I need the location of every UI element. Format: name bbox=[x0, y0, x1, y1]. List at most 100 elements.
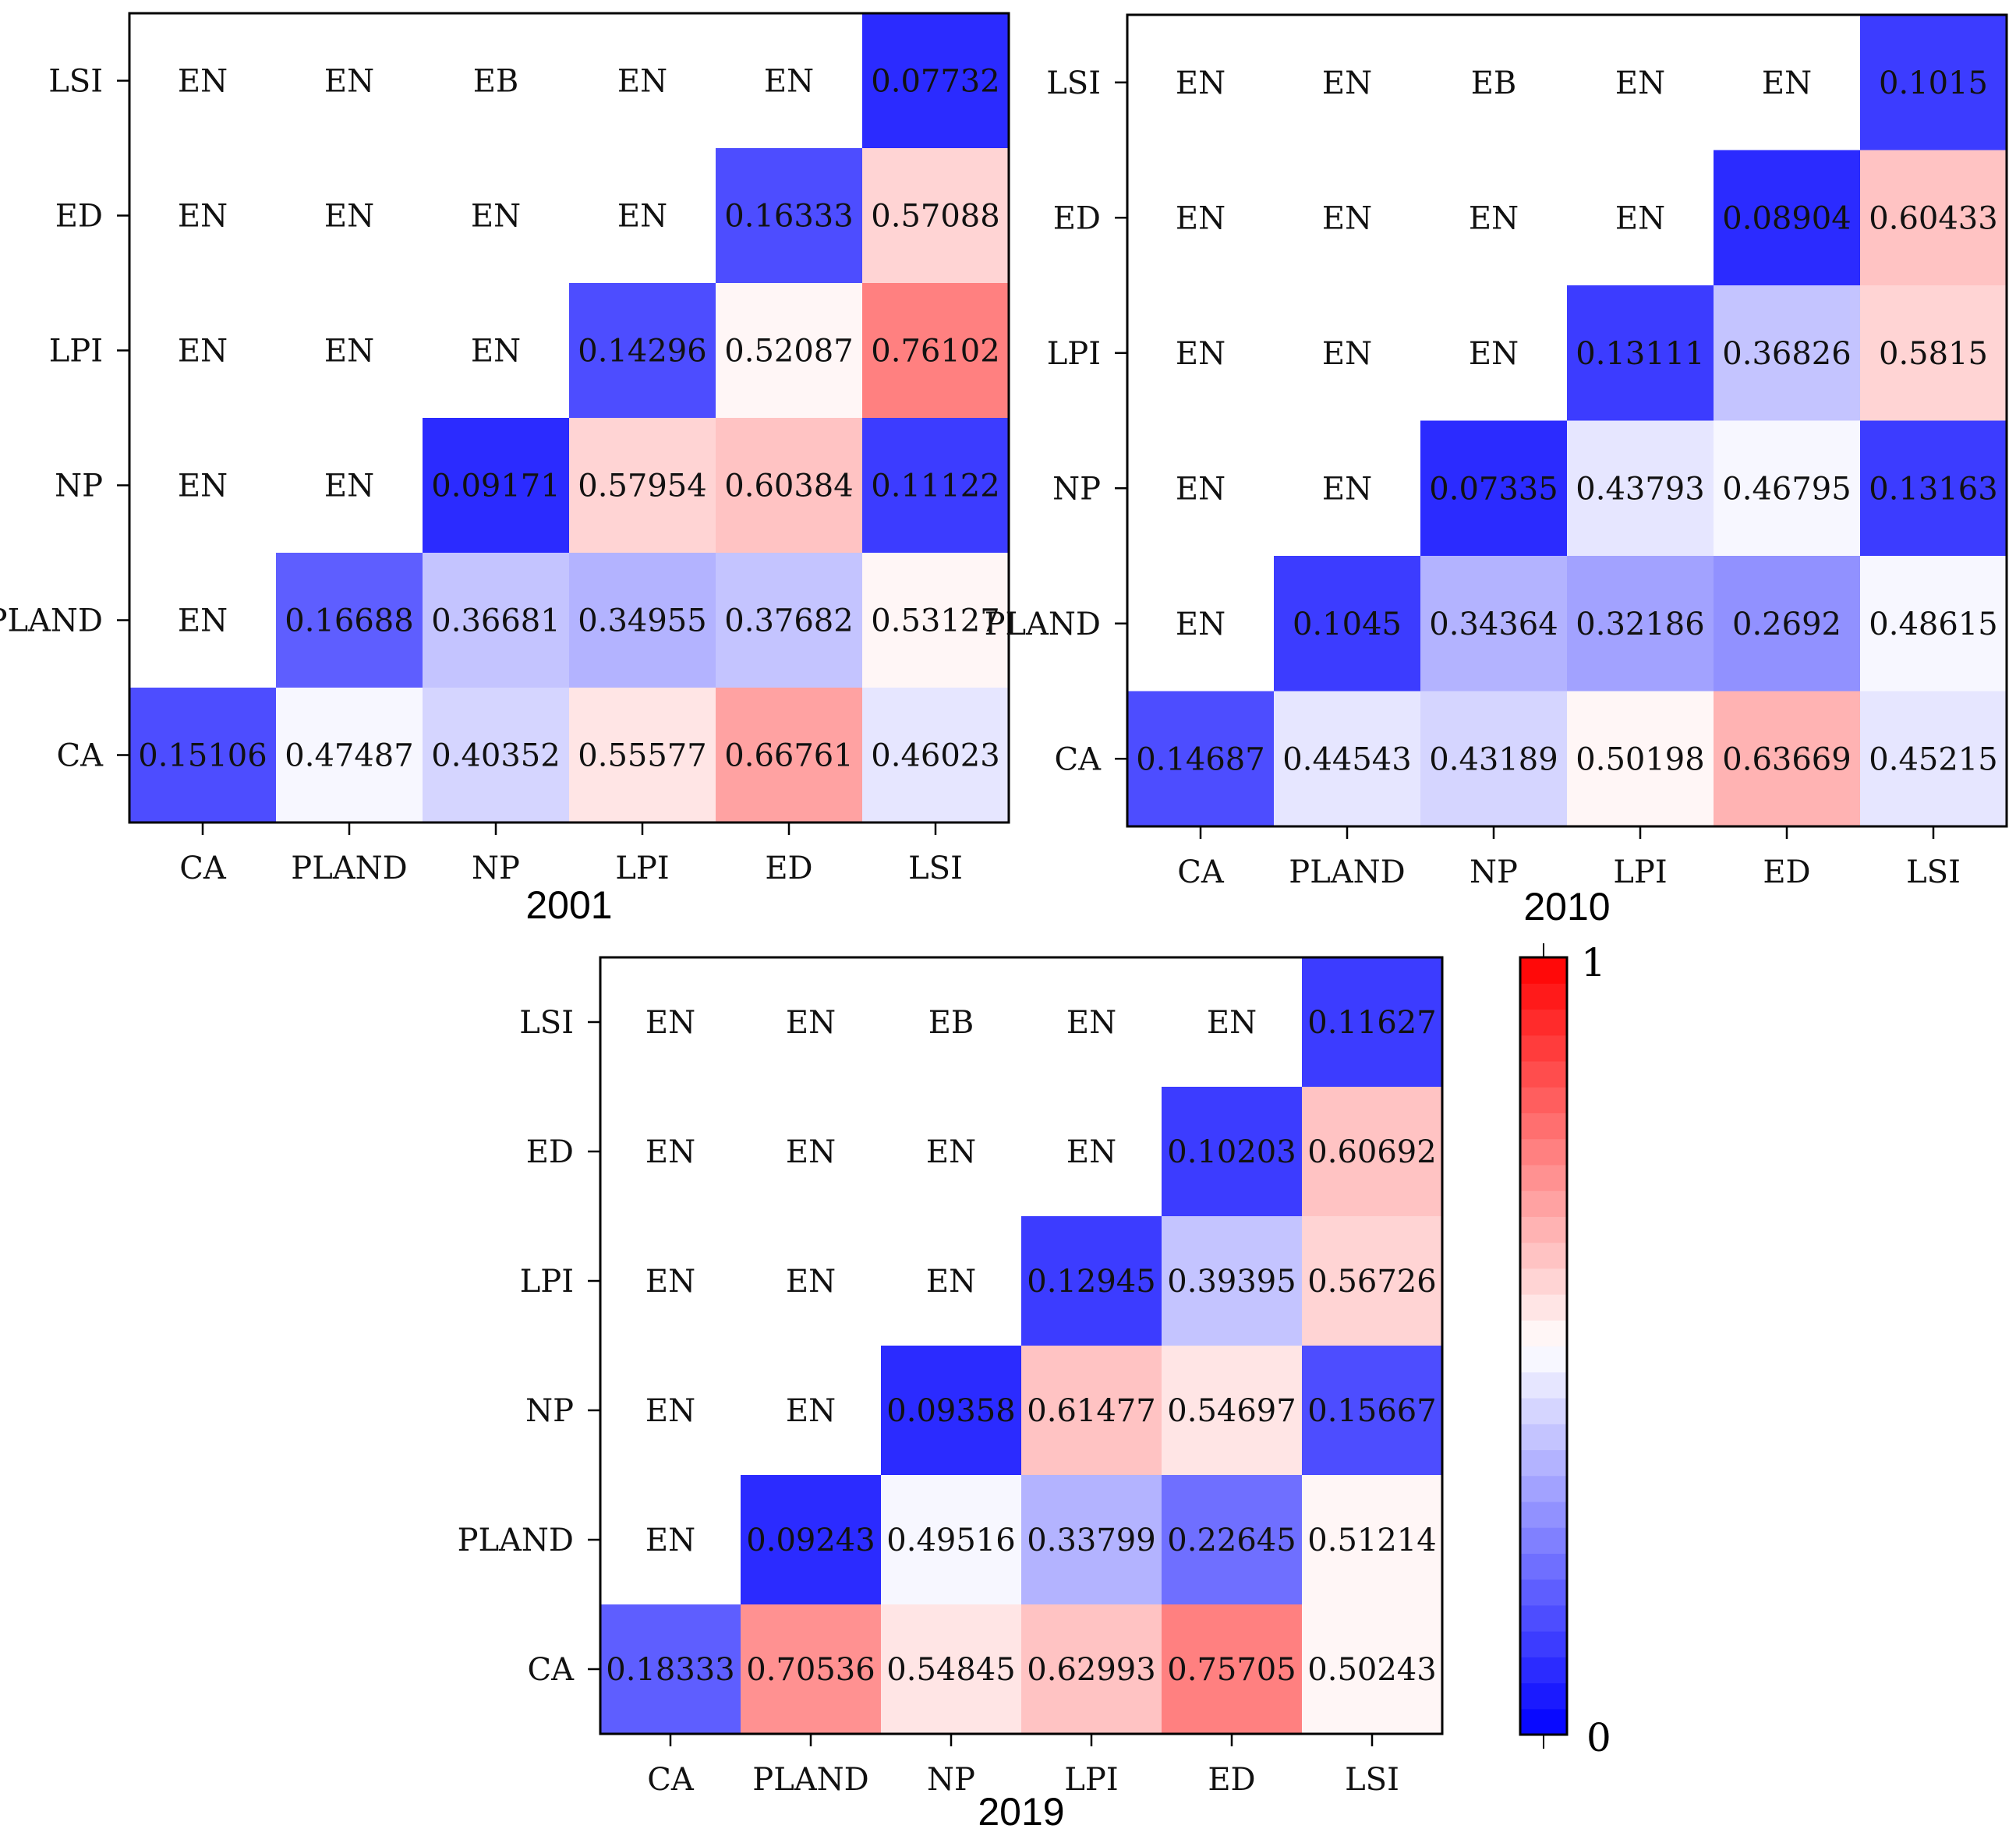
heatmap-cell bbox=[1567, 420, 1714, 557]
heatmap-cell bbox=[423, 148, 570, 284]
heatmap-cell bbox=[716, 553, 863, 688]
colorbar-band bbox=[1520, 1035, 1567, 1062]
cell-value-label: EN bbox=[1469, 336, 1519, 372]
heatmap-cell bbox=[1302, 1216, 1443, 1346]
heatmap-cell bbox=[1274, 150, 1421, 286]
cell-value-label: 0.07335 bbox=[1429, 471, 1558, 507]
cell-value-label: 0.50198 bbox=[1576, 741, 1704, 777]
heatmap-cell bbox=[129, 283, 277, 419]
heatmap-cell bbox=[1420, 420, 1568, 557]
cell-value-label: 0.63669 bbox=[1722, 741, 1851, 777]
cell-value-label: EN bbox=[1207, 1005, 1257, 1041]
heatmap-cell bbox=[1714, 285, 1861, 422]
panel-title: 2010 bbox=[1523, 885, 1610, 929]
heatmap-cell bbox=[600, 1475, 741, 1605]
cell-value-label: 0.48615 bbox=[1869, 607, 1997, 642]
cell-value-label: 0.16688 bbox=[285, 603, 413, 639]
heatmap-cell bbox=[1127, 150, 1275, 286]
cell-value-label: EN bbox=[178, 199, 228, 235]
colorbar-max-label: 1 bbox=[1581, 940, 1606, 985]
cell-value-label: 0.46795 bbox=[1722, 471, 1851, 507]
heatmap-cell bbox=[600, 1216, 741, 1346]
heatmap-cell bbox=[1860, 150, 2007, 286]
cell-value-label: EN bbox=[1322, 471, 1372, 507]
heatmap-cell bbox=[1420, 15, 1568, 151]
cell-value-label: EN bbox=[1615, 65, 1665, 101]
heatmap-cell bbox=[1127, 285, 1275, 422]
cell-value-label: EN bbox=[1322, 65, 1372, 101]
colorbar-band bbox=[1520, 1009, 1567, 1036]
cell-value-label: EN bbox=[1176, 471, 1226, 507]
panel-title: 2001 bbox=[525, 883, 612, 927]
cell-value-label: EN bbox=[178, 603, 228, 639]
cell-value-label: 0.57954 bbox=[578, 469, 706, 504]
heatmap-cell bbox=[862, 13, 1010, 149]
colorbar-band bbox=[1520, 1371, 1567, 1399]
cell-value-label: 0.47487 bbox=[285, 738, 413, 774]
cell-value-label: 0.10203 bbox=[1167, 1134, 1296, 1170]
cell-value-label: 0.09171 bbox=[431, 469, 560, 504]
y-tick-label-np: NP bbox=[55, 469, 103, 504]
heatmap-cell bbox=[569, 688, 716, 823]
heatmap-cell bbox=[716, 13, 863, 149]
cell-value-label: 0.45215 bbox=[1869, 741, 1997, 777]
heatmap-cell bbox=[569, 418, 716, 554]
heatmap-frame bbox=[599, 956, 1444, 1735]
x-tick-label-lsi: LSI bbox=[1345, 1762, 1399, 1798]
cell-value-label: EN bbox=[1066, 1134, 1116, 1170]
y-tick-label-np: NP bbox=[1052, 471, 1101, 507]
heatmap-cell bbox=[423, 13, 570, 149]
colorbar-band bbox=[1520, 1708, 1567, 1735]
heatmap-cell bbox=[1714, 556, 1861, 692]
cell-value-label: EN bbox=[324, 334, 374, 370]
cell-value-label: 0.60433 bbox=[1869, 200, 1997, 236]
cell-value-label: 0.61477 bbox=[1027, 1393, 1155, 1429]
colorbar-band bbox=[1520, 1682, 1567, 1710]
heatmap-cell bbox=[1021, 1475, 1162, 1605]
colorbar-band bbox=[1520, 1397, 1567, 1424]
heatmap-cell bbox=[600, 1087, 741, 1217]
x-tick-label-np: NP bbox=[1470, 854, 1518, 890]
heatmap-cell bbox=[881, 1087, 1022, 1217]
heatmap-cell bbox=[1420, 556, 1568, 692]
heatmap-cell bbox=[569, 148, 716, 284]
heatmap-cell bbox=[1714, 15, 1861, 151]
cell-value-label: EN bbox=[645, 1523, 695, 1558]
heatmap-cell bbox=[1127, 15, 1275, 151]
heatmap-cell bbox=[1274, 691, 1421, 827]
cell-value-label: 0.2692 bbox=[1732, 607, 1841, 642]
x-tick-label-ed: ED bbox=[1208, 1762, 1255, 1798]
colorbar-band bbox=[1520, 983, 1567, 1010]
heatmap-cell bbox=[423, 283, 570, 419]
cell-value-label: 0.44543 bbox=[1282, 741, 1411, 777]
heatmap-cell bbox=[1860, 691, 2007, 827]
heatmap-cell bbox=[881, 1216, 1022, 1346]
colorbar-band bbox=[1520, 1113, 1567, 1140]
heatmap-cell bbox=[1127, 556, 1275, 692]
heatmap-cell bbox=[1420, 285, 1568, 422]
heatmap-cell bbox=[1021, 957, 1162, 1088]
y-tick-label-ca: CA bbox=[57, 738, 104, 774]
cell-value-label: 0.46023 bbox=[871, 738, 999, 774]
heatmap-cell bbox=[276, 283, 423, 419]
cell-value-label: 0.62993 bbox=[1027, 1652, 1155, 1688]
y-tick-label-pland: PLAND bbox=[985, 607, 1101, 642]
cell-value-label: 0.13163 bbox=[1869, 471, 1997, 507]
x-tick-label-lpi: LPI bbox=[1613, 854, 1667, 890]
panel-title: 2019 bbox=[978, 1790, 1064, 1834]
cell-value-label: 0.60692 bbox=[1307, 1134, 1436, 1170]
heatmap-cell bbox=[1021, 1346, 1162, 1476]
heatmap-cell bbox=[276, 688, 423, 823]
colorbar-band bbox=[1520, 1346, 1567, 1373]
heatmap-cell bbox=[129, 148, 277, 284]
cell-value-label: EN bbox=[926, 1134, 976, 1170]
heatmap-cell bbox=[276, 148, 423, 284]
cell-value-label: 0.1015 bbox=[1879, 65, 1988, 101]
heatmap-cell bbox=[1567, 15, 1714, 151]
heatmap-cell bbox=[741, 1604, 882, 1735]
cell-value-label: 0.5815 bbox=[1879, 336, 1988, 372]
colorbar-band bbox=[1520, 1527, 1567, 1554]
cell-value-label: 0.12945 bbox=[1027, 1264, 1155, 1300]
heatmap-cell bbox=[1162, 1475, 1303, 1605]
colorbar-band bbox=[1520, 1087, 1567, 1113]
